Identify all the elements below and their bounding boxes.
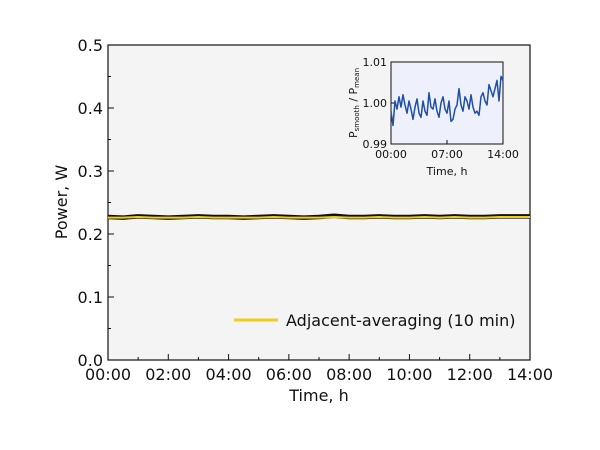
inset-y-title-sep: / P xyxy=(347,87,360,105)
main-y-tick-label: 0.1 xyxy=(78,288,103,307)
main-x-tick-label: 06:00 xyxy=(266,365,312,384)
main-x-axis-title: Time, h xyxy=(288,386,348,405)
main-y-tick-labels: 0.0 0.1 0.2 0.3 0.4 0.5 xyxy=(78,36,103,370)
inset-x-tick-label: 14:00 xyxy=(487,148,519,161)
main-x-tick-label: 12:00 xyxy=(447,365,493,384)
inset-y-tick-label: 0.99 xyxy=(363,138,388,151)
inset-y-title-main: P xyxy=(347,131,360,138)
main-x-tick-label: 08:00 xyxy=(326,365,372,384)
inset-y-tick-labels: 0.99 1.00 1.01 xyxy=(363,56,388,151)
inset-y-axis-title: Psmooth / Pmean xyxy=(347,68,361,138)
series-normalized-power xyxy=(390,75,504,127)
main-x-tick-label: 00:00 xyxy=(85,365,131,384)
inset-y-tick-label: 1.01 xyxy=(363,56,388,69)
inset-x-tick-label: 00:00 xyxy=(375,148,407,161)
main-x-tick-label: 14:00 xyxy=(507,365,553,384)
inset-x-axis-title: Time, h xyxy=(426,165,468,178)
main-y-tick-label: 0.5 xyxy=(78,36,103,55)
main-x-tick-label: 04:00 xyxy=(206,365,252,384)
legend-label-smooth: Adjacent-averaging (10 min) xyxy=(286,311,515,330)
main-x-tick-label: 10:00 xyxy=(386,365,432,384)
main-y-tick-label: 0.3 xyxy=(78,162,103,181)
main-y-tick-label: 0.0 xyxy=(78,351,103,370)
series-smoothed-power xyxy=(108,216,530,219)
main-series-lines xyxy=(107,213,530,220)
inset-x-tick-label: 07:00 xyxy=(431,148,463,161)
main-y-tick-label: 0.2 xyxy=(78,225,103,244)
main-axis-ticks xyxy=(107,44,531,361)
legend: Adjacent-averaging (10 min) xyxy=(234,311,515,330)
inset-x-tick-labels: 00:00 07:00 14:00 xyxy=(375,148,519,161)
main-y-tick-label: 0.4 xyxy=(78,99,103,118)
main-x-tick-label: 02:00 xyxy=(145,365,191,384)
main-x-tick-labels: 00:00 02:00 04:00 06:00 08:00 10:00 12:00 14:00 xyxy=(85,365,553,384)
main-y-axis-title: Power, W xyxy=(52,165,71,240)
inset-series-line xyxy=(390,75,504,127)
inset-y-title-sub1: smooth xyxy=(353,105,361,131)
inset-y-title-sub2: mean xyxy=(353,68,361,88)
inset-y-tick-label: 1.00 xyxy=(363,97,388,110)
